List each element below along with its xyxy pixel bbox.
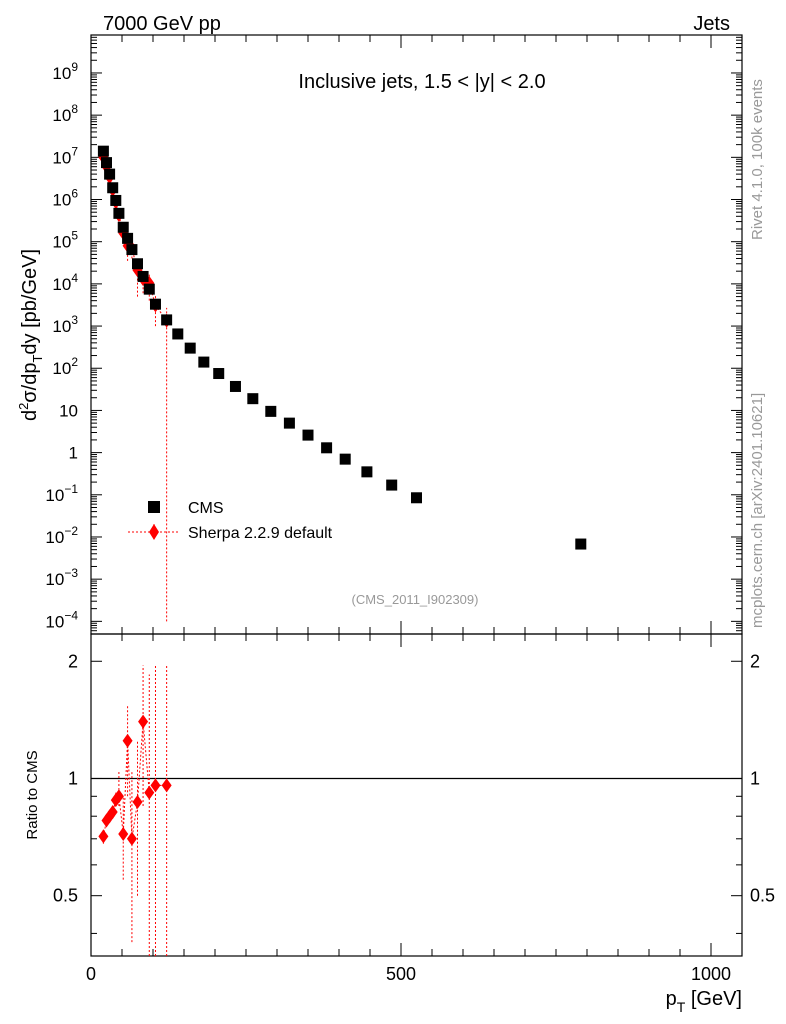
cms-data-point bbox=[302, 429, 314, 441]
mcplots-credit-label: mcplots.cern.ch [arXiv:2401.10621] bbox=[749, 393, 766, 628]
cms-data-point bbox=[104, 168, 116, 180]
y-tick-label: 104 bbox=[52, 271, 78, 294]
y-tick-label: 10−1 bbox=[45, 482, 78, 505]
analysis-tag: (CMS_2011_I902309) bbox=[352, 592, 479, 607]
sherpa-ratio-point bbox=[122, 733, 133, 748]
cms-data-point bbox=[161, 314, 173, 326]
cms-data-point bbox=[411, 492, 422, 504]
ratio-tick-label-left: 2 bbox=[68, 651, 78, 671]
header-process-label: Jets bbox=[693, 13, 730, 35]
sherpa-ratio-point bbox=[150, 778, 161, 793]
sherpa-ratio-point bbox=[144, 785, 155, 800]
sherpa-series-ratio bbox=[98, 665, 172, 956]
sherpa-ratio-point bbox=[118, 827, 129, 842]
x-axis-ticks bbox=[90, 35, 712, 956]
x-axis-labels: 0 500 1000 bbox=[86, 964, 731, 984]
cms-data-point bbox=[117, 221, 129, 233]
x-tick-label: 1000 bbox=[691, 964, 731, 984]
chart-title: Inclusive jets, 1.5 < |y| < 2.0 bbox=[298, 71, 545, 93]
cms-data-point bbox=[122, 232, 134, 244]
y-tick-label: 108 bbox=[52, 102, 78, 125]
cms-data-point bbox=[213, 368, 225, 380]
cms-data-point bbox=[361, 466, 373, 478]
y-tick-label: 109 bbox=[52, 60, 78, 83]
cms-data-point bbox=[149, 298, 161, 310]
cms-data-point bbox=[198, 356, 210, 368]
sherpa-ratio-point bbox=[161, 778, 172, 793]
y-tick-label: 105 bbox=[52, 229, 78, 252]
ratio-tick-label-left: 1 bbox=[68, 768, 78, 788]
cms-data-point bbox=[143, 283, 155, 295]
y-tick-label: 1 bbox=[69, 444, 78, 463]
cms-data-point bbox=[110, 194, 122, 206]
cms-data-point bbox=[229, 380, 241, 392]
y-tick-label: 102 bbox=[52, 355, 78, 378]
x-tick-label: 0 bbox=[86, 964, 96, 984]
ratio-y-axis-labels: 0.5 0.5 1 1 2 2 bbox=[53, 651, 775, 905]
main-y-axis-labels: 10−4 10−3 10−2 10−1 1 10 102 103 104 105 106 107 108… bbox=[45, 60, 78, 631]
main-panel-frame bbox=[90, 34, 743, 635]
cms-data-point bbox=[247, 393, 259, 405]
ratio-y-axis-ticks bbox=[91, 660, 742, 934]
cms-data-point bbox=[386, 479, 398, 491]
y-tick-label: 10−3 bbox=[45, 566, 78, 589]
cms-data-point bbox=[97, 145, 109, 157]
cms-data-point bbox=[339, 453, 351, 465]
sherpa-ratio-point bbox=[107, 805, 118, 820]
cms-data-point bbox=[184, 342, 196, 354]
header-energy-label: 7000 GeV pp bbox=[103, 13, 221, 35]
ratio-tick-label-right: 0.5 bbox=[750, 886, 775, 906]
legend-cms-label: CMS bbox=[188, 500, 224, 517]
sherpa-series-main bbox=[98, 150, 172, 622]
rivet-version-label: Rivet 4.1.0, 100k events bbox=[749, 79, 766, 240]
y-tick-label: 107 bbox=[52, 144, 78, 167]
cms-data-point bbox=[137, 270, 149, 282]
main-y-axis-ticks bbox=[91, 36, 742, 632]
cms-data-point bbox=[265, 405, 277, 417]
legend-cms-marker bbox=[148, 501, 160, 513]
sherpa-ratio-point bbox=[113, 789, 124, 804]
y-tick-label: 106 bbox=[52, 187, 78, 210]
legend: CMS Sherpa 2.2.9 default bbox=[128, 500, 333, 542]
y-tick-label: 103 bbox=[52, 313, 78, 336]
cms-data-point bbox=[113, 207, 125, 219]
legend-sherpa-marker bbox=[149, 524, 159, 540]
sherpa-ratio-point bbox=[132, 795, 143, 810]
x-tick-label: 500 bbox=[386, 964, 416, 984]
cms-series-main bbox=[97, 145, 587, 550]
cms-data-point bbox=[283, 417, 295, 429]
y-tick-label: 10 bbox=[59, 401, 78, 420]
ratio-tick-label-right: 2 bbox=[750, 651, 760, 671]
legend-sherpa-label: Sherpa 2.2.9 default bbox=[188, 525, 333, 542]
y-tick-label: 10−4 bbox=[45, 608, 78, 631]
ratio-tick-label-left: 0.5 bbox=[53, 886, 78, 906]
sherpa-ratio-point bbox=[138, 714, 149, 729]
cms-data-point bbox=[101, 157, 112, 169]
sherpa-ratio-line bbox=[102, 721, 167, 839]
main-y-axis-title: d2σ/dpTdy [pb/GeV] bbox=[16, 249, 45, 421]
cms-data-point bbox=[107, 182, 119, 194]
sherpa-main-line bbox=[102, 157, 168, 321]
ratio-panel-frame bbox=[90, 633, 743, 957]
ratio-y-axis-title: Ratio to CMS bbox=[24, 750, 41, 839]
cms-data-point bbox=[132, 258, 143, 270]
sherpa-ratio-point bbox=[98, 829, 109, 844]
ratio-tick-label-right: 1 bbox=[750, 768, 760, 788]
cms-data-point bbox=[321, 442, 333, 454]
x-axis-title: pT [GeV] bbox=[666, 988, 742, 1015]
cms-data-point bbox=[126, 244, 138, 256]
cms-data-point bbox=[172, 328, 184, 340]
sherpa-ratio-point bbox=[126, 831, 137, 846]
cms-data-point bbox=[575, 538, 587, 550]
y-tick-label: 10−2 bbox=[45, 524, 78, 547]
